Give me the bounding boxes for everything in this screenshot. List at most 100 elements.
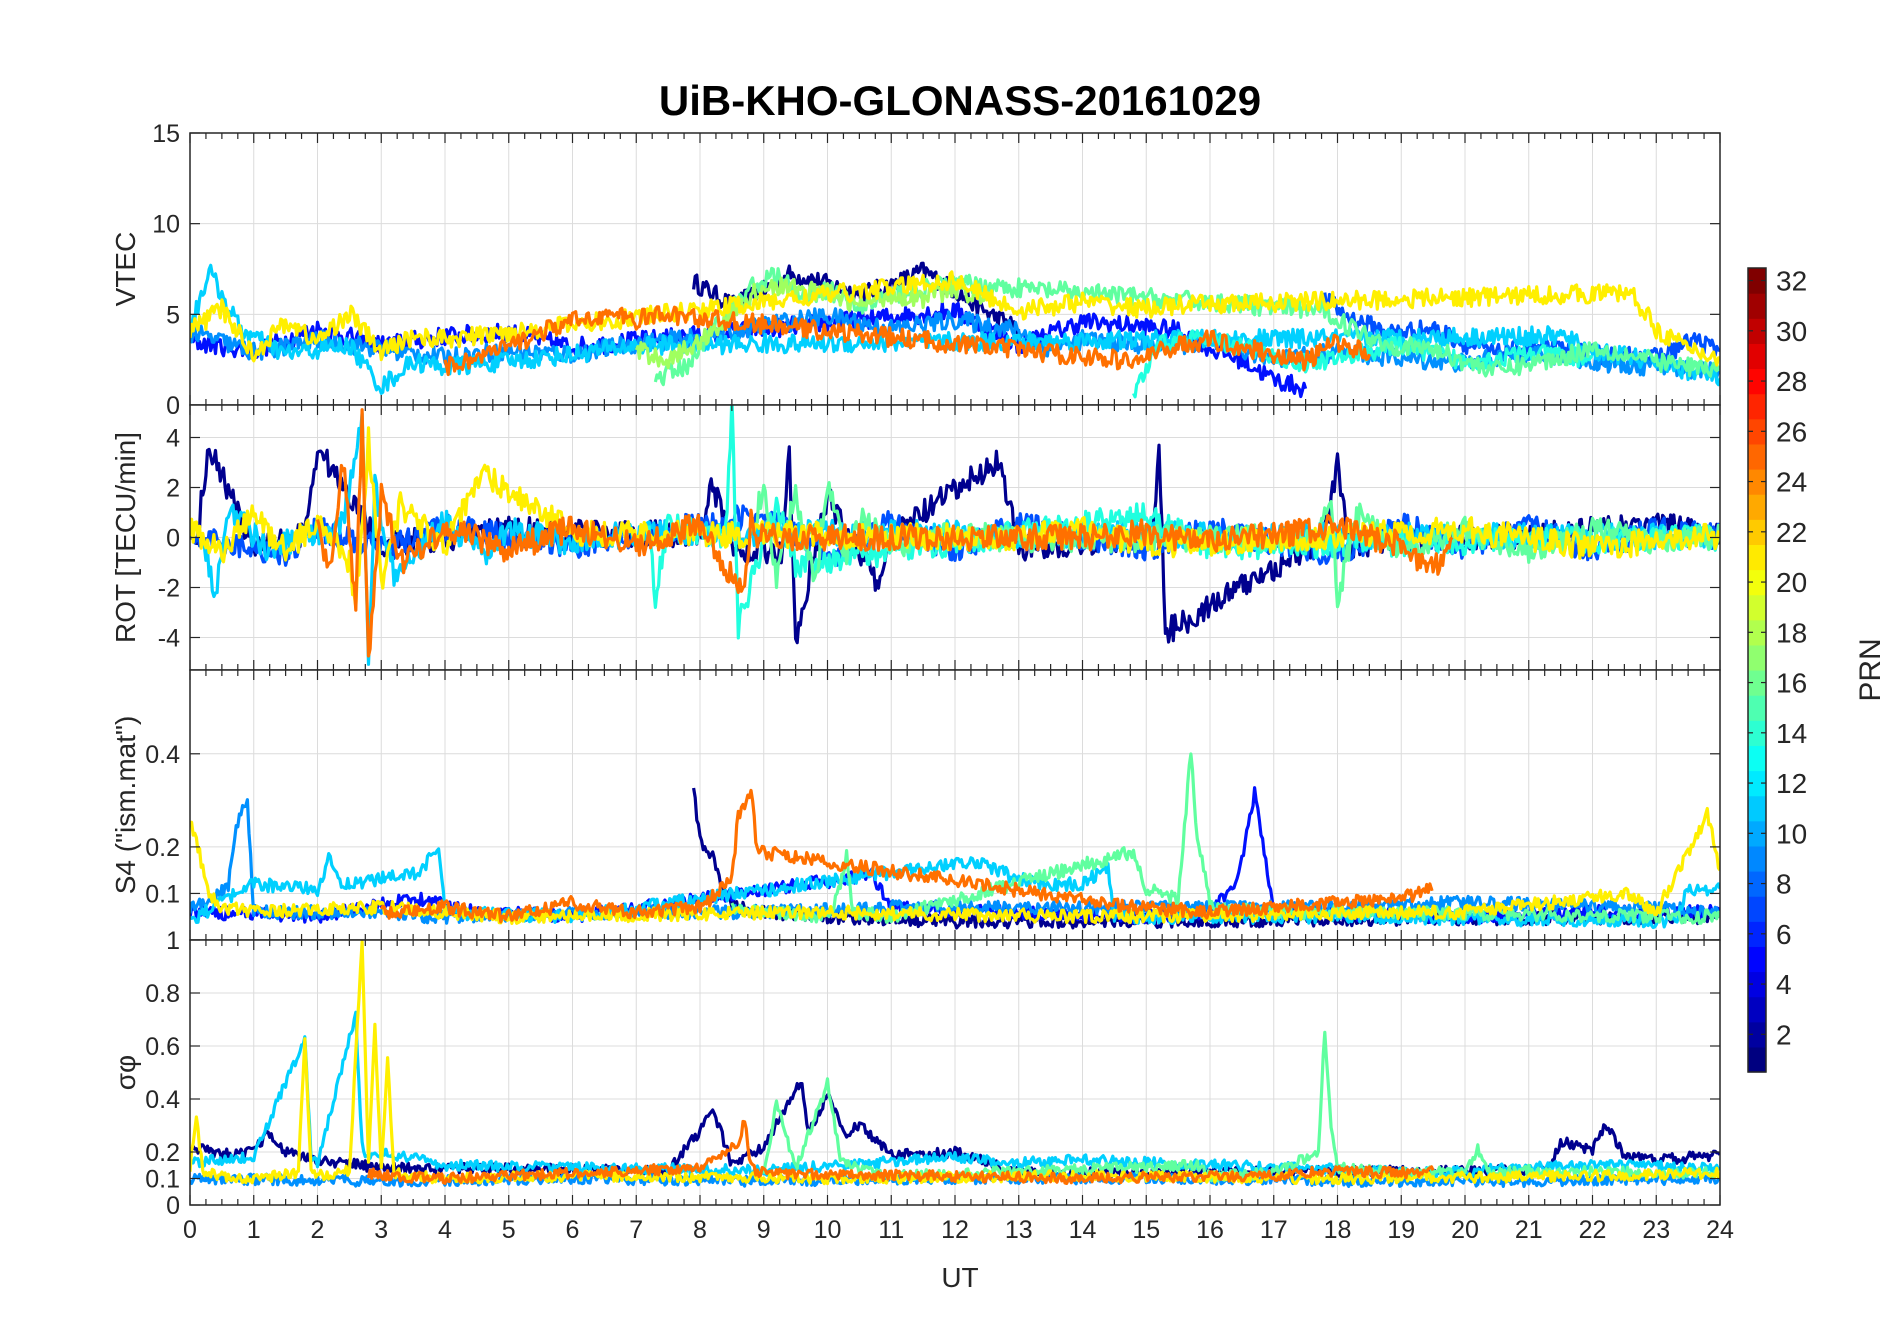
x-tick-label: 19 <box>1387 1216 1415 1244</box>
x-axis: 0 1 2 3 4 5 6 7 8 9 10 11 12 13 14 15 16 17 18 19 20 21 22 23 24 <box>183 1216 1734 1244</box>
panels: 0 5 10 15 VTEC -4 -2 0 2 4 ROT [TECU/min] 0.1 0.2 0.4… <box>110 120 1721 1220</box>
s4-series-prn-24 <box>379 788 1434 924</box>
x-tick-label: 3 <box>374 1216 388 1244</box>
sigma-y-tick-label: 1 <box>166 927 180 955</box>
x-tick-label: 6 <box>566 1216 580 1244</box>
colorbar-segment <box>1748 343 1766 370</box>
rot-y-axis-label: ROT [TECU/min] <box>110 432 141 643</box>
colorbar-segment <box>1748 268 1766 294</box>
colorbar-segment <box>1748 494 1766 520</box>
x-tick-label: 21 <box>1515 1216 1543 1244</box>
colorbar-segment <box>1748 770 1766 797</box>
colorbar-frame <box>1747 267 1767 1073</box>
colorbar-label: PRN <box>1854 638 1887 701</box>
x-tick-label: 4 <box>438 1216 452 1244</box>
sigma-series-group <box>190 940 1720 1188</box>
colorbar-segment <box>1748 418 1766 445</box>
x-tick-label: 2 <box>311 1216 325 1244</box>
colorbar-segment <box>1748 946 1766 973</box>
x-tick-label: 14 <box>1069 1216 1097 1244</box>
rot-y-tick-label: -2 <box>158 575 180 603</box>
vtec-series-group <box>190 261 1720 399</box>
colorbar-segment <box>1748 896 1766 922</box>
x-tick-label: 24 <box>1706 1216 1734 1244</box>
colorbar-segment <box>1748 393 1766 420</box>
vtec-y-axis-label: VTEC <box>110 232 141 307</box>
colorbar-tick-label: 16 <box>1776 668 1807 699</box>
panel-rot: -4 -2 0 2 4 ROT [TECU/min] <box>110 404 1721 671</box>
panel-vtec: 0 5 10 15 VTEC <box>110 120 1721 420</box>
colorbar-segment <box>1748 820 1766 847</box>
colorbar-segment <box>1748 670 1766 696</box>
x-tick-label: 8 <box>693 1216 707 1244</box>
x-tick-label: 10 <box>814 1216 842 1244</box>
vtec-y-tick-label: 10 <box>152 211 180 239</box>
s4-series-group <box>190 752 1720 930</box>
colorbar-tick-label: 28 <box>1776 366 1807 397</box>
s4-y-tick-label: 0.1 <box>145 880 180 908</box>
colorbar-segment <box>1748 795 1766 822</box>
colorbar-segment <box>1748 469 1766 495</box>
colorbar-tick-label: 32 <box>1776 266 1807 297</box>
x-tick-label: 18 <box>1324 1216 1352 1244</box>
colorbar-segment <box>1748 318 1766 344</box>
x-tick-label: 23 <box>1642 1216 1670 1244</box>
colorbar-segment <box>1748 695 1766 721</box>
x-tick-label: 15 <box>1132 1216 1160 1244</box>
vtec-series-prn-24 <box>443 305 1371 377</box>
sigma-y-tick-label: 0.6 <box>145 1033 180 1061</box>
colorbar-segment <box>1748 594 1766 621</box>
x-tick-label: 20 <box>1451 1216 1479 1244</box>
colorbar-segment <box>1748 845 1766 872</box>
panel-sigma: 00.10.2 0.4 0.6 0.8 1 σφ <box>110 927 1721 1220</box>
colorbar-tick-label: 2 <box>1776 1019 1792 1050</box>
colorbar-segment <box>1748 644 1766 671</box>
colorbar-tick-label: 26 <box>1776 416 1807 447</box>
rot-series-group <box>190 405 1720 666</box>
chart-title: UiB-KHO-GLONASS-20161029 <box>659 77 1261 124</box>
sigma-series-prn-24 <box>366 1119 1435 1185</box>
rot-y-tick-label: -4 <box>158 625 180 653</box>
colorbar-tick-label: 18 <box>1776 617 1807 648</box>
x-tick-label: 13 <box>1005 1216 1033 1244</box>
vtec-y-tick-label: 0 <box>166 392 180 420</box>
rot-series-prn-24 <box>315 408 1454 658</box>
colorbar-tick-label: 14 <box>1776 718 1807 749</box>
colorbar-tick-label: 20 <box>1776 567 1807 598</box>
x-tick-label: 11 <box>878 1216 904 1244</box>
rot-y-tick-label: 4 <box>166 425 180 453</box>
colorbar-tick-label: 12 <box>1776 768 1807 799</box>
colorbar-segment <box>1748 293 1766 319</box>
colorbar-segment <box>1748 1046 1766 1073</box>
s4-y-tick-label: 0.4 <box>145 741 180 769</box>
sigma-y-tick-label: 0.4 <box>145 1086 180 1114</box>
s4-y-tick-label: 0.2 <box>145 834 180 862</box>
vtec-series-prn-18 <box>634 276 989 370</box>
colorbar-tick-label: 8 <box>1776 869 1792 900</box>
colorbar-segment <box>1748 996 1766 1023</box>
colorbar-segment <box>1748 544 1766 571</box>
vtec-series-prn-20 <box>190 270 1720 367</box>
x-tick-label: 22 <box>1579 1216 1607 1244</box>
colorbar-segment <box>1748 971 1766 998</box>
colorbar-segment <box>1748 921 1766 947</box>
colorbar-tick-label: 6 <box>1776 919 1792 950</box>
x-tick-label: 12 <box>941 1216 969 1244</box>
x-tick-label: 7 <box>629 1216 643 1244</box>
vtec-y-tick-label: 15 <box>152 120 180 148</box>
x-axis-label: UT <box>941 1262 978 1293</box>
colorbar-segment <box>1748 871 1766 897</box>
x-tick-label: 17 <box>1260 1216 1288 1244</box>
colorbar-tick-label: 30 <box>1776 316 1807 347</box>
rot-y-tick-label: 2 <box>166 475 180 503</box>
x-tick-label: 16 <box>1196 1216 1224 1244</box>
x-tick-label: 5 <box>502 1216 516 1244</box>
rot-series-prn-20 <box>190 426 1720 609</box>
colorbar-segment <box>1748 443 1766 470</box>
colorbar-segment <box>1748 519 1766 545</box>
vtec-y-tick-label: 5 <box>166 301 180 329</box>
colorbar-segment <box>1748 720 1766 746</box>
sigma-y-axis-label: σφ <box>110 1055 141 1090</box>
colorbar-tick-label: 4 <box>1776 969 1792 1000</box>
